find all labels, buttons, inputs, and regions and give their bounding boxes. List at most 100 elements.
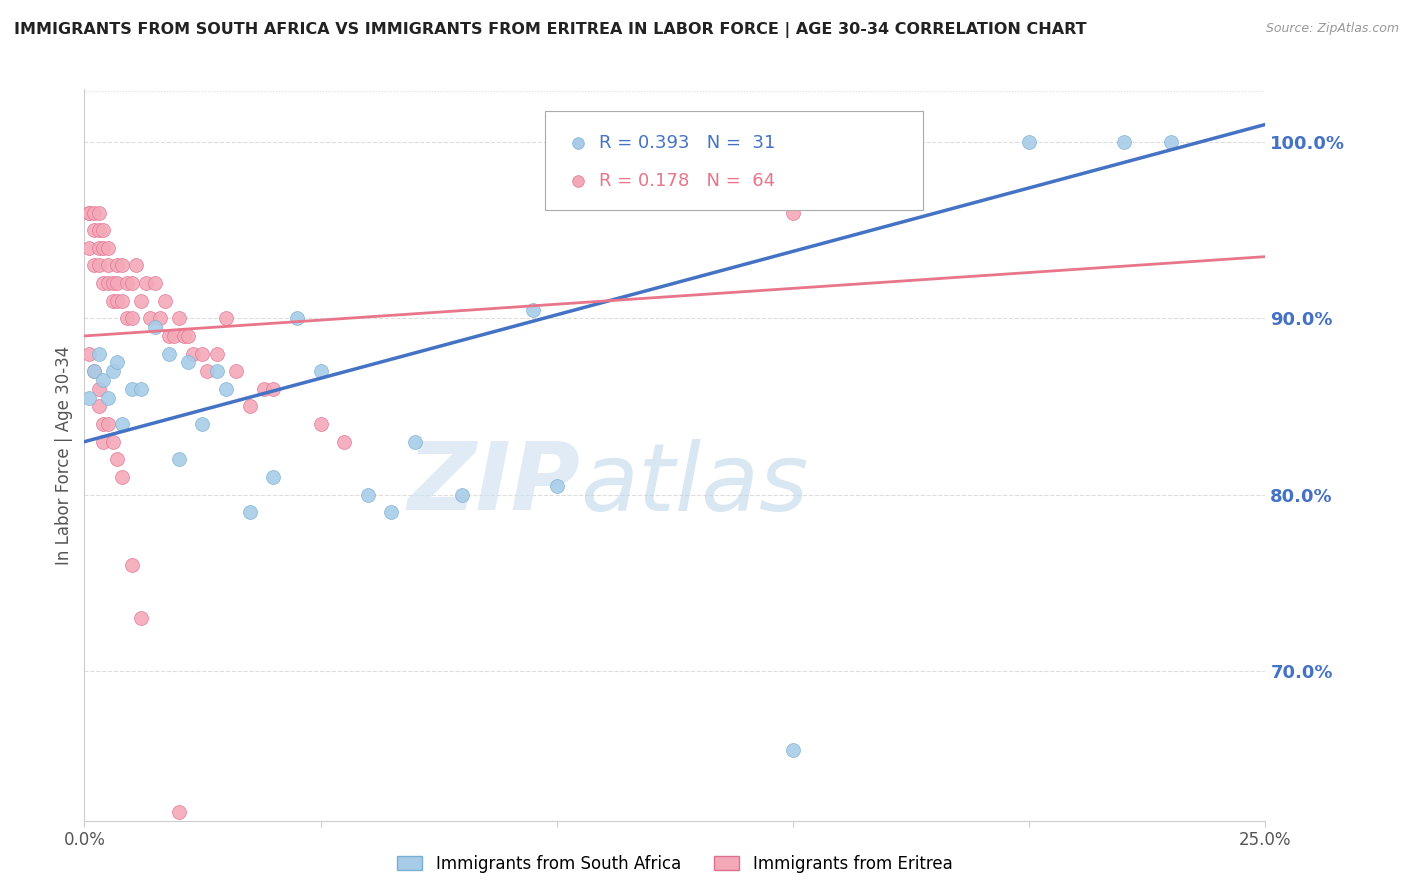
Text: IMMIGRANTS FROM SOUTH AFRICA VS IMMIGRANTS FROM ERITREA IN LABOR FORCE | AGE 30-: IMMIGRANTS FROM SOUTH AFRICA VS IMMIGRAN… <box>14 22 1087 38</box>
Y-axis label: In Labor Force | Age 30-34: In Labor Force | Age 30-34 <box>55 345 73 565</box>
Point <box>177 355 200 369</box>
Point <box>101 364 124 378</box>
Point <box>135 276 157 290</box>
Point <box>87 346 110 360</box>
Point <box>77 205 100 219</box>
Point <box>97 241 120 255</box>
Point <box>91 223 114 237</box>
Point <box>129 382 152 396</box>
Point <box>205 364 228 378</box>
Point <box>115 311 138 326</box>
Point <box>87 223 110 237</box>
Point <box>522 302 544 317</box>
Point <box>239 505 262 519</box>
Point <box>101 434 124 449</box>
Point <box>262 470 284 484</box>
Point <box>101 276 124 290</box>
Point <box>262 382 284 396</box>
Point <box>167 805 190 819</box>
Point <box>91 276 114 290</box>
Point <box>87 382 110 396</box>
Point <box>782 205 804 219</box>
Point <box>111 417 134 431</box>
Point <box>239 400 262 414</box>
Point <box>91 373 114 387</box>
Point <box>191 417 214 431</box>
Point <box>107 276 129 290</box>
Point <box>143 320 166 334</box>
Point <box>107 293 129 308</box>
Point <box>83 223 105 237</box>
Point <box>91 417 114 431</box>
Point <box>357 487 380 501</box>
Point <box>87 205 110 219</box>
Point <box>97 391 120 405</box>
Point <box>83 364 105 378</box>
FancyBboxPatch shape <box>546 112 922 210</box>
Point <box>97 259 120 273</box>
Point <box>191 346 214 360</box>
Point <box>77 241 100 255</box>
Point <box>91 241 114 255</box>
Point <box>111 259 134 273</box>
Point <box>215 382 238 396</box>
Point <box>451 487 474 501</box>
Point <box>87 241 110 255</box>
Text: ZIP: ZIP <box>408 438 581 530</box>
Point <box>153 293 176 308</box>
Point <box>149 311 172 326</box>
Point <box>1018 135 1040 149</box>
Point <box>309 417 332 431</box>
Point <box>1112 135 1135 149</box>
Point <box>205 346 228 360</box>
Text: R = 0.178   N =  64: R = 0.178 N = 64 <box>599 171 776 190</box>
Point <box>83 364 105 378</box>
Point <box>285 311 308 326</box>
Point <box>77 346 100 360</box>
Point <box>115 276 138 290</box>
Point <box>121 276 143 290</box>
Text: R = 0.393   N =  31: R = 0.393 N = 31 <box>599 134 776 152</box>
Point <box>139 311 162 326</box>
Point <box>87 259 110 273</box>
Point <box>782 743 804 757</box>
Point <box>333 434 356 449</box>
Point <box>380 505 402 519</box>
Point <box>157 346 180 360</box>
Point <box>129 611 152 625</box>
Point <box>101 293 124 308</box>
Point <box>404 434 426 449</box>
Point <box>111 470 134 484</box>
Legend: Immigrants from South Africa, Immigrants from Eritrea: Immigrants from South Africa, Immigrants… <box>391 848 959 880</box>
Point <box>546 479 568 493</box>
Point <box>77 205 100 219</box>
Point <box>91 434 114 449</box>
Point <box>253 382 276 396</box>
Point <box>225 364 247 378</box>
Point <box>125 259 148 273</box>
Point <box>195 364 218 378</box>
Point <box>157 329 180 343</box>
Point <box>181 346 204 360</box>
Point <box>309 364 332 378</box>
Point <box>107 452 129 467</box>
Point <box>121 311 143 326</box>
Point <box>83 205 105 219</box>
Point <box>97 417 120 431</box>
Point <box>163 329 186 343</box>
Point <box>167 311 190 326</box>
Point <box>173 329 195 343</box>
Point <box>143 276 166 290</box>
Point <box>111 293 134 308</box>
Point <box>87 400 110 414</box>
Text: atlas: atlas <box>581 439 808 530</box>
Point <box>107 355 129 369</box>
Point <box>129 293 152 308</box>
Point <box>77 391 100 405</box>
Point <box>177 329 200 343</box>
Point <box>121 558 143 572</box>
Point <box>215 311 238 326</box>
Point <box>107 259 129 273</box>
Point <box>167 452 190 467</box>
Point <box>97 276 120 290</box>
